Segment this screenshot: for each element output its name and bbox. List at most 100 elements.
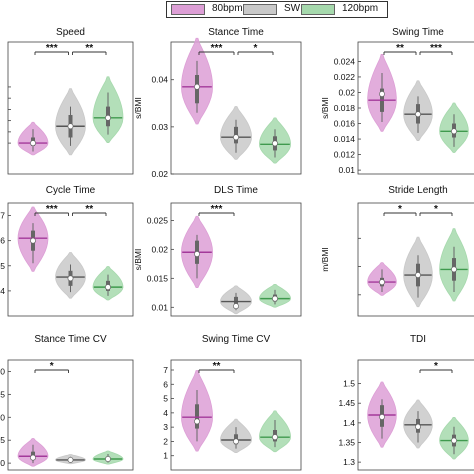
axes-frame xyxy=(170,359,302,471)
mean-marker xyxy=(233,438,239,445)
mean-marker xyxy=(233,303,239,310)
mean-marker xyxy=(194,83,200,90)
axes-frame xyxy=(170,41,302,175)
y-tick-label: 0.016 xyxy=(334,119,356,129)
mean-marker xyxy=(67,275,74,282)
mean-marker xyxy=(451,128,457,135)
significance-label: * xyxy=(398,204,402,215)
y-tick-label: 6 xyxy=(163,379,168,389)
mean-marker xyxy=(415,272,421,278)
significance-label: *** xyxy=(430,43,442,54)
y-tick-label: 0.014 xyxy=(334,134,356,144)
y-axis-label: s/BMI xyxy=(320,97,330,119)
mean-marker xyxy=(30,454,36,461)
panel-title: Swing Time xyxy=(392,27,444,38)
panel-title: Stride Length xyxy=(388,185,448,196)
mean-marker xyxy=(379,414,385,420)
axes-frame xyxy=(357,202,474,317)
panel-5: 0.01 0.015 0.02 0.025 DLS Time s/BMI *** xyxy=(133,185,302,317)
iqr-box xyxy=(195,404,199,429)
mean-marker xyxy=(67,123,74,130)
significance-label: ** xyxy=(85,43,93,54)
y-tick-label: 0.02 xyxy=(338,87,355,97)
mean-marker xyxy=(379,279,385,286)
y-tick-label: 5 xyxy=(0,261,5,271)
legend-swatch-120bpm xyxy=(301,4,335,15)
mean-marker xyxy=(194,418,200,425)
y-tick-label: 0.024 xyxy=(334,56,356,66)
mean-marker xyxy=(233,134,239,141)
legend-label-sw: SW xyxy=(284,3,301,14)
significance-label: * xyxy=(434,361,438,372)
y-tick-label: 0 xyxy=(0,458,5,468)
y-tick-label: 0.018 xyxy=(334,103,356,113)
mean-marker xyxy=(67,456,74,463)
axes-frame xyxy=(7,41,134,175)
legend-swatch-80bpm xyxy=(171,4,205,15)
y-tick-label: 0.03 xyxy=(151,122,168,132)
panel-title: Stance Time CV xyxy=(34,334,107,345)
panel-7: 0 5 10 15 20 Stance Time CV * xyxy=(0,334,134,471)
y-tick-label: 1.3 xyxy=(343,457,355,467)
mean-marker xyxy=(30,237,36,244)
y-tick-label: 7 xyxy=(0,211,5,221)
y-tick-label: 1.45 xyxy=(338,398,355,408)
y-tick-label: 1.5 xyxy=(343,379,355,389)
y-tick-label: 0.022 xyxy=(334,72,356,82)
axes-frame xyxy=(170,202,302,317)
panel-title: Stance Time xyxy=(208,27,264,38)
y-tick-label: 5 xyxy=(163,394,168,404)
panel-title: Cycle Time xyxy=(46,185,96,196)
mean-marker xyxy=(272,434,278,441)
significance-label: * xyxy=(434,204,438,215)
y-axis-label: m/BMI xyxy=(320,247,330,272)
axes-frame xyxy=(357,359,474,471)
y-tick-label: 0.04 xyxy=(151,75,168,85)
y-tick-label: 20 xyxy=(0,366,5,376)
mean-marker xyxy=(415,423,421,430)
mean-marker xyxy=(415,111,421,118)
y-tick-label: 5 xyxy=(0,435,5,445)
significance-label: * xyxy=(50,361,54,372)
significance-label: ** xyxy=(396,43,404,54)
panel-1: Speed*** ** xyxy=(7,27,134,175)
mean-marker xyxy=(379,91,385,97)
y-tick-label: 10 xyxy=(0,412,5,422)
legend: 80bpm SW 120bpm xyxy=(166,1,388,18)
y-tick-label: 0.02 xyxy=(151,169,168,179)
y-axis-label: s/BMI xyxy=(133,249,143,271)
y-tick-label: 1.35 xyxy=(338,438,355,448)
panel-6: Stride Length m/BMI * * xyxy=(320,185,474,317)
mean-marker xyxy=(30,140,36,147)
legend-label-80bpm: 80bpm xyxy=(212,3,243,14)
mean-marker xyxy=(105,284,111,291)
y-tick-label: 0.01 xyxy=(338,165,355,175)
y-tick-label: 3 xyxy=(163,422,168,432)
mean-marker xyxy=(272,295,278,302)
legend-label-120bpm: 120bpm xyxy=(342,3,379,14)
y-tick-label: 7 xyxy=(163,365,168,375)
significance-label: * xyxy=(254,43,258,54)
mean-marker xyxy=(194,251,200,257)
y-tick-label: 0.01 xyxy=(151,302,168,312)
y-tick-label: 0.012 xyxy=(334,150,356,160)
y-tick-label: 1 xyxy=(163,451,168,461)
panel-8: 1 2 3 4 5 6 7 Swing Time CV ** xyxy=(163,334,302,471)
y-tick-label: 6 xyxy=(0,236,5,246)
panel-9: 1.3 1.35 1.4 1.45 1.5 TDI * xyxy=(338,334,474,471)
mean-marker xyxy=(451,266,457,273)
y-tick-label: 4 xyxy=(163,408,168,418)
significance-label: ** xyxy=(85,204,93,215)
panel-title: TDI xyxy=(410,334,426,345)
mean-marker xyxy=(105,114,111,121)
axes-frame xyxy=(7,202,134,317)
panel-3: 0.01 0.012 0.014 0.016 0.018 0.02 0.022 0.024 Sw… xyxy=(320,27,474,175)
mean-marker xyxy=(451,437,457,444)
legend-swatch-sw xyxy=(243,4,277,15)
mean-marker xyxy=(105,456,111,462)
y-tick-label: 0.02 xyxy=(151,244,168,254)
mean-marker xyxy=(272,140,278,147)
